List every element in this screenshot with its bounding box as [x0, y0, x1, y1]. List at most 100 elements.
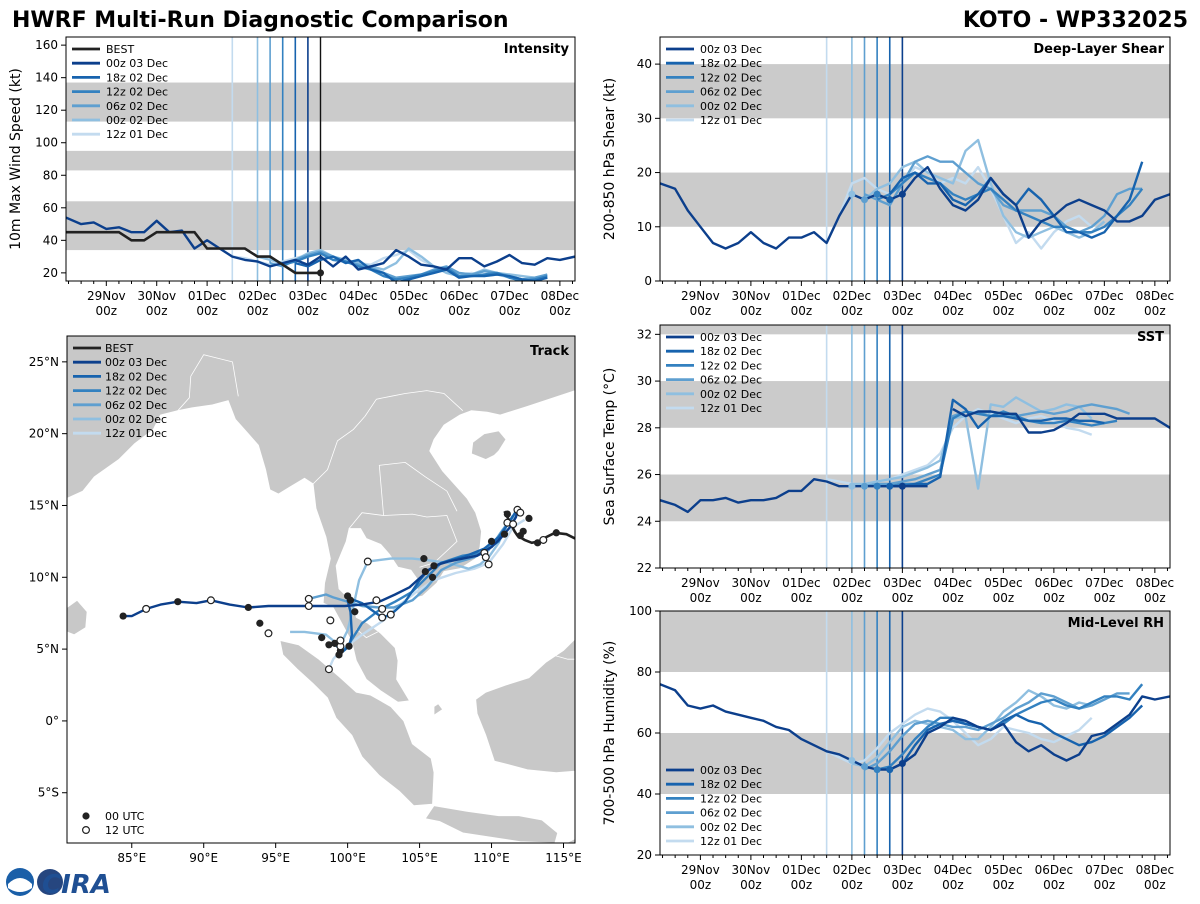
lon-tick-label: 110°E: [473, 851, 510, 865]
x-tick-label: 00z: [791, 878, 813, 892]
y-tick-label: 24: [637, 514, 652, 528]
lon-tick-label: 85°E: [117, 851, 146, 865]
series-line: [876, 683, 1144, 771]
x-tick-label: 04Dec: [934, 576, 973, 590]
x-tick-label: 05Dec: [389, 289, 428, 303]
x-tick-label: 08Dec: [1136, 576, 1175, 590]
x-tick-label: 00z: [740, 304, 762, 318]
forecast-track: [327, 518, 526, 670]
lon-tick-label: 95°E: [261, 851, 290, 865]
x-tick-label: 00z: [690, 878, 712, 892]
track-point-12utc: [516, 508, 525, 517]
legend-label: 12z 02 Dec: [106, 86, 168, 99]
lat-tick-label: 5°N: [36, 642, 59, 656]
legend-label: 12z 02 Dec: [700, 792, 762, 805]
country-border: [348, 512, 458, 568]
x-tick-label: 00z: [791, 304, 813, 318]
x-tick-label: 00z: [892, 304, 914, 318]
x-tick-label: 00z: [297, 304, 319, 318]
legend-label: 18z 02 Dec: [700, 345, 762, 358]
series-group: [660, 683, 1170, 771]
rh-panel: 2040608010029Nov00z30Nov00z01Dec00z02Dec…: [602, 604, 1174, 892]
series-line: [889, 398, 1105, 488]
track-point-00utc: [119, 612, 127, 620]
x-tick-label: 03Dec: [883, 863, 922, 877]
lat-tick-label: 5°S: [38, 786, 59, 800]
x-tick-label: 00z: [690, 304, 712, 318]
y-tick-label: 20: [43, 266, 58, 280]
series-line: [952, 408, 1170, 434]
init-point: [848, 756, 856, 764]
x-tick-label: 00z: [841, 304, 863, 318]
y-tick-label: 40: [43, 233, 58, 247]
series-line: [660, 683, 1170, 771]
y-tick-label: 120: [35, 103, 58, 117]
map-frame: [66, 335, 576, 844]
x-tick-label: 00z: [1043, 591, 1065, 605]
legend-label: 06z 02 Dec: [700, 807, 762, 820]
init-point: [886, 196, 894, 204]
track-point-00utc: [552, 529, 560, 537]
x-tick-label: 00z: [993, 304, 1015, 318]
series-line: [660, 165, 1170, 250]
init-point: [861, 482, 869, 490]
x-tick-label: 08Dec: [541, 289, 580, 303]
x-tick-label: 30Nov: [732, 863, 771, 877]
y-axis-label: 200-850 hPa Shear (kt): [602, 78, 618, 240]
x-tick-label: 01Dec: [188, 289, 227, 303]
track-point-00utc: [346, 596, 355, 604]
country-border: [356, 628, 378, 639]
track-point-00utc: [525, 514, 533, 523]
series-line: [876, 171, 1144, 234]
legend-12utc-label: 12 UTC: [105, 824, 145, 837]
x-tick-label: 01Dec: [782, 289, 821, 303]
track-lines: [119, 505, 575, 674]
legend-label: 00z 02 Dec: [106, 114, 168, 127]
x-tick-label: 00z: [1144, 591, 1166, 605]
y-tick-label: 40: [637, 57, 652, 71]
y-tick-label: 60: [43, 201, 58, 215]
intensity-panel: 2040608010012014016029Nov00z30Nov00z01De…: [8, 36, 580, 318]
x-tick-label: 00z: [690, 591, 712, 605]
y-tick-label: 28: [637, 421, 652, 435]
track-point-00utc: [430, 562, 438, 570]
x-tick-label: 05Dec: [984, 863, 1023, 877]
x-tick-label: 00z: [841, 591, 863, 605]
x-tick-label: 00z: [942, 591, 964, 605]
track-point-12utc: [363, 557, 372, 566]
x-tick-label: 03Dec: [883, 576, 922, 590]
x-tick-label: 04Dec: [339, 289, 378, 303]
x-tick-label: 00z: [348, 304, 370, 318]
y-tick-label: 100: [629, 604, 652, 618]
x-tick-label: 00z: [841, 878, 863, 892]
legend-label: 18z 02 Dec: [700, 778, 762, 791]
country-border: [312, 416, 366, 485]
series-line: [851, 689, 1092, 768]
x-tick-label: 30Nov: [137, 289, 176, 303]
legend-label: 00z 03 Dec: [700, 331, 762, 344]
x-tick-label: 29Nov: [87, 289, 126, 303]
legend-label: 06z 02 Dec: [700, 374, 762, 387]
legend-label: 12z 01 Dec: [700, 114, 762, 127]
legend-00utc-label: 00 UTC: [105, 810, 145, 823]
x-tick-label: 05Dec: [984, 289, 1023, 303]
x-tick-label: 00z: [892, 591, 914, 605]
series-line: [863, 692, 1130, 771]
x-tick-label: 00z: [1094, 591, 1116, 605]
panel-title: Deep-Layer Shear: [1033, 42, 1164, 57]
series-group: [66, 216, 575, 281]
sst-panel: 22242628303229Nov00z30Nov00z01Dec00z02De…: [602, 324, 1175, 605]
figure-title: HWRF Multi-Run Diagnostic Comparison: [12, 8, 509, 33]
legend-label: 06z 02 Dec: [105, 399, 167, 412]
series-line: [66, 216, 575, 271]
x-tick-label: 00z: [247, 304, 269, 318]
landmass: [475, 638, 575, 774]
x-tick-label: 06Dec: [1035, 863, 1074, 877]
x-tick-label: 00z: [740, 878, 762, 892]
track-point-00utc: [428, 573, 437, 581]
landmass: [424, 805, 559, 843]
storm-id: KOTO - WP332025: [963, 8, 1188, 33]
x-tick-label: 02Dec: [238, 289, 277, 303]
series-line: [851, 138, 1106, 239]
